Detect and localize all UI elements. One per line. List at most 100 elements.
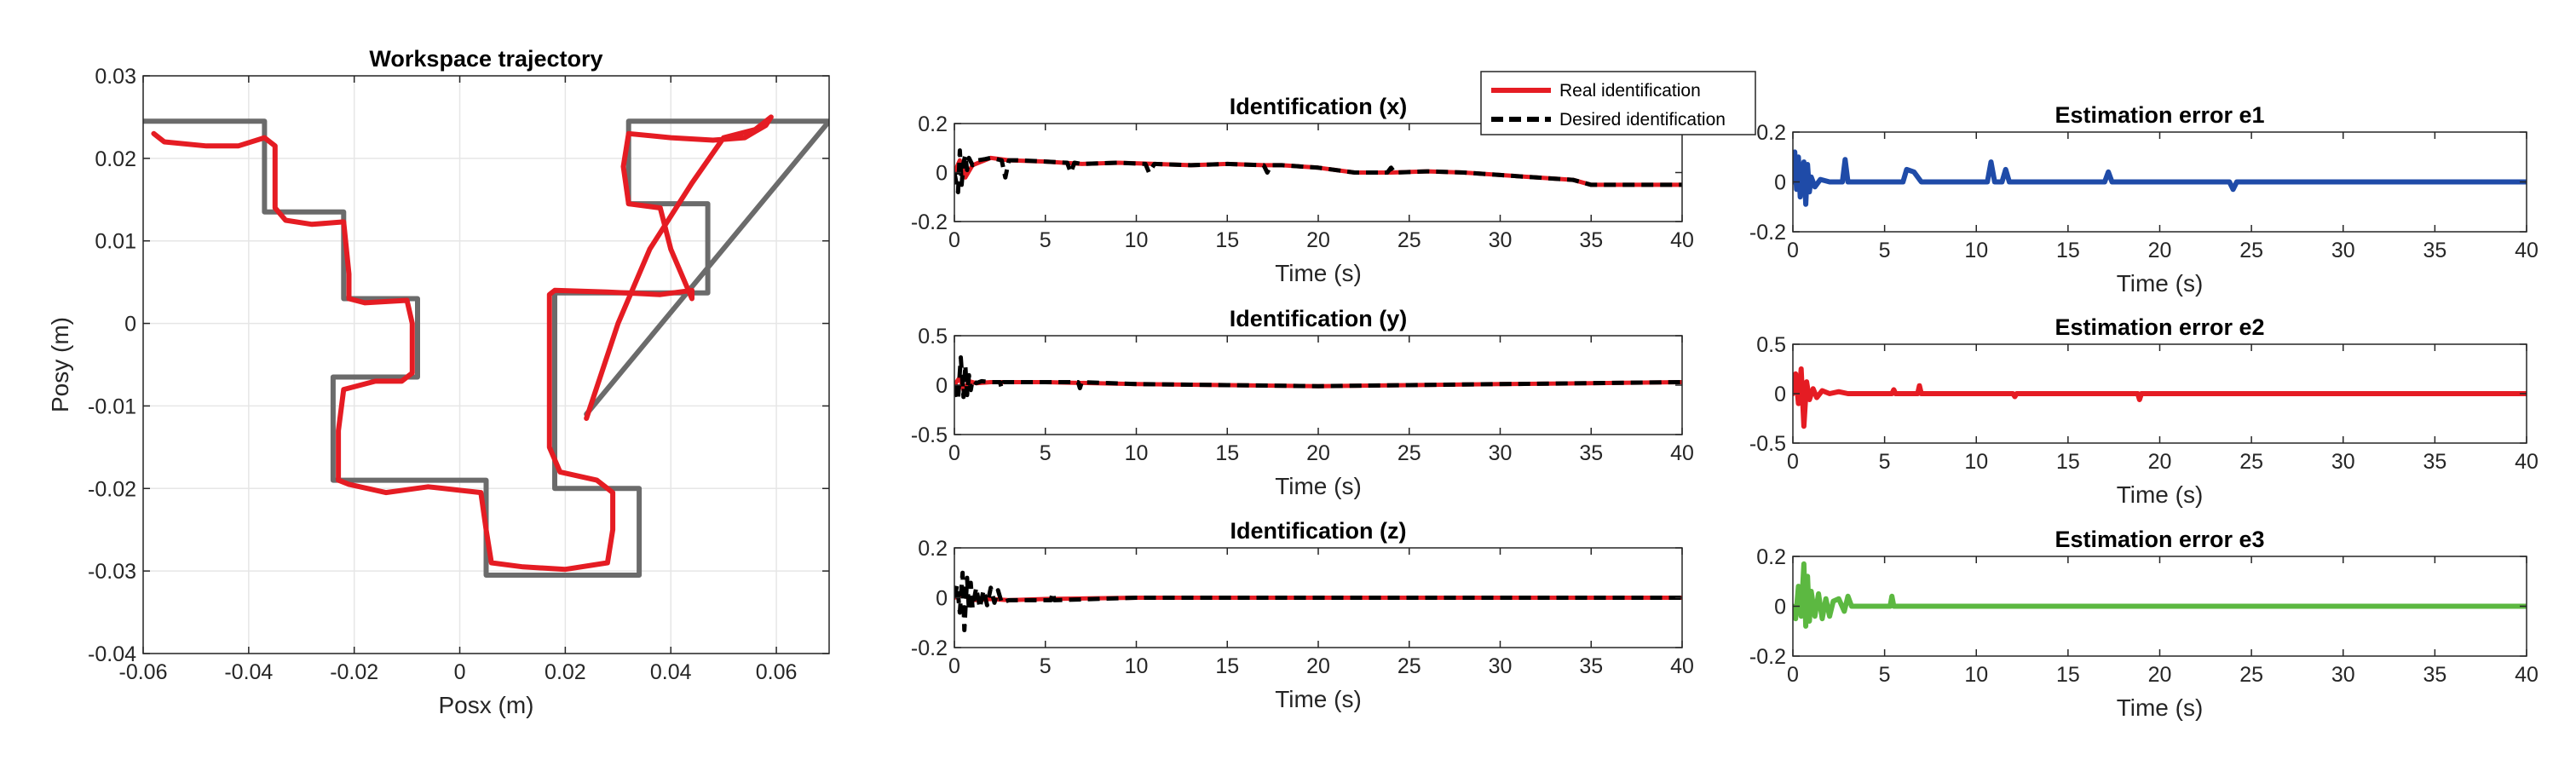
x-tick-label: 35 [1579,441,1603,465]
chart-title: Identification (y) [1230,306,1408,331]
series-line-e2 [1793,366,2527,429]
x-tick-label: -0.04 [224,660,273,684]
x-tick-label: 10 [1964,663,1988,687]
y-tick-label: -0.2 [1749,221,1786,245]
y-tick-label: -0.2 [1749,645,1786,669]
x-tick-label: 25 [2239,450,2263,474]
x-tick-label: 20 [2148,450,2172,474]
y-tick-label: 0.2 [918,112,948,136]
y-tick-label: -0.03 [88,560,136,584]
x-tick-label: 10 [1125,228,1149,252]
x-tick-label: 10 [1125,654,1149,678]
y-tick-label: 0 [1774,596,1786,619]
y-tick-label: 0.5 [1756,333,1786,357]
x-tick-label: -0.06 [119,660,168,684]
x-tick-label: 15 [1215,441,1239,465]
x-tick-label: 0 [948,228,960,252]
x-tick-label: 0.02 [545,660,586,684]
y-tick-label: -0.04 [88,642,136,666]
chart-title: Identification (z) [1230,518,1407,544]
x-tick-label: 20 [2148,239,2172,262]
x-tick-label: 40 [1670,654,1694,678]
y-tick-label: 0 [936,587,948,611]
x-tick-label: 20 [1306,228,1330,252]
x-axis-label: Time (s) [2117,270,2204,297]
y-tick-label: 0.5 [918,325,948,348]
x-tick-label: 5 [1879,450,1891,474]
x-tick-label: 25 [1397,228,1421,252]
x-tick-label: 20 [2148,663,2172,687]
x-tick-label: 5 [1879,239,1891,262]
x-tick-label: 25 [2239,239,2263,262]
x-tick-label: 15 [1215,654,1239,678]
x-tick-label: 35 [1579,654,1603,678]
x-tick-label: 30 [1489,441,1513,465]
chart-workspace: -0.06 -0.04 -0.02 0 0.02 0.04 0.06-0.04-0.03-0… [47,46,830,718]
x-tick-label: 35 [1579,228,1603,252]
x-tick-label: 40 [2515,239,2539,262]
x-axis-label: Posx (m) [439,692,534,718]
y-tick-label: -0.5 [911,423,948,447]
legend-box [1480,71,1756,135]
y-tick-label: 0.03 [95,65,136,89]
x-tick-label: 10 [1964,450,1988,474]
x-tick-label: 35 [2423,239,2446,262]
chart-title: Identification (x) [1230,94,1408,119]
axes-box [142,75,830,654]
chart-title: Estimation error e3 [2054,527,2264,552]
series-line-desired-identification [954,148,1682,194]
x-tick-label: 10 [1964,239,1988,262]
x-axis-label: Time (s) [2117,694,2204,721]
x-tick-label: 30 [2331,663,2355,687]
x-tick-label: 30 [1489,228,1513,252]
x-tick-label: 35 [2423,450,2446,474]
x-tick-label: 30 [2331,450,2355,474]
x-tick-label: 25 [1397,441,1421,465]
x-tick-label: 40 [1670,228,1694,252]
y-tick-label: -0.2 [911,636,948,660]
x-tick-label: 15 [2056,239,2080,262]
x-tick-label: 40 [2515,450,2539,474]
x-tick-label: 5 [1040,228,1052,252]
x-tick-label: 0.04 [650,660,692,684]
x-tick-label: 0 [1787,239,1799,262]
legend-label: Real identification [1559,81,1701,101]
x-tick-label: 20 [1306,441,1330,465]
legend-label: Desired identification [1559,110,1726,130]
x-tick-label: 30 [1489,654,1513,678]
series-line-desired-identification [954,355,1682,402]
x-tick-label: 5 [1879,663,1891,687]
x-tick-label: 40 [1670,441,1694,465]
y-tick-label: 0 [124,313,136,337]
x-axis-label: Time (s) [1275,473,1362,499]
x-tick-label: 35 [2423,663,2446,687]
series-line-e3 [1793,561,2527,629]
x-tick-label: 15 [2056,450,2080,474]
x-tick-label: 30 [2331,239,2355,262]
x-tick-label: 5 [1040,441,1052,465]
series-line-real-trajectory [151,114,774,573]
y-tick-label: 0.2 [1756,121,1786,145]
x-tick-label: -0.02 [330,660,378,684]
y-tick-label: 0.2 [918,537,948,561]
chart-title: Workspace trajectory [369,46,602,72]
y-tick-label: -0.5 [1749,432,1786,456]
x-tick-label: 20 [1306,654,1330,678]
y-axis-label: Posy (m) [47,317,73,412]
plot-area [954,124,1682,222]
y-tick-label: -0.01 [88,395,136,418]
x-tick-label: 40 [2515,663,2539,687]
x-tick-label: 25 [2239,663,2263,687]
y-tick-label: 0.01 [95,230,136,254]
y-tick-label: 0 [1774,171,1786,195]
x-tick-label: 5 [1040,654,1052,678]
x-axis-label: Time (s) [1275,686,1362,712]
chart-title: Estimation error e2 [2054,314,2264,340]
y-tick-label: 0 [1774,383,1786,406]
